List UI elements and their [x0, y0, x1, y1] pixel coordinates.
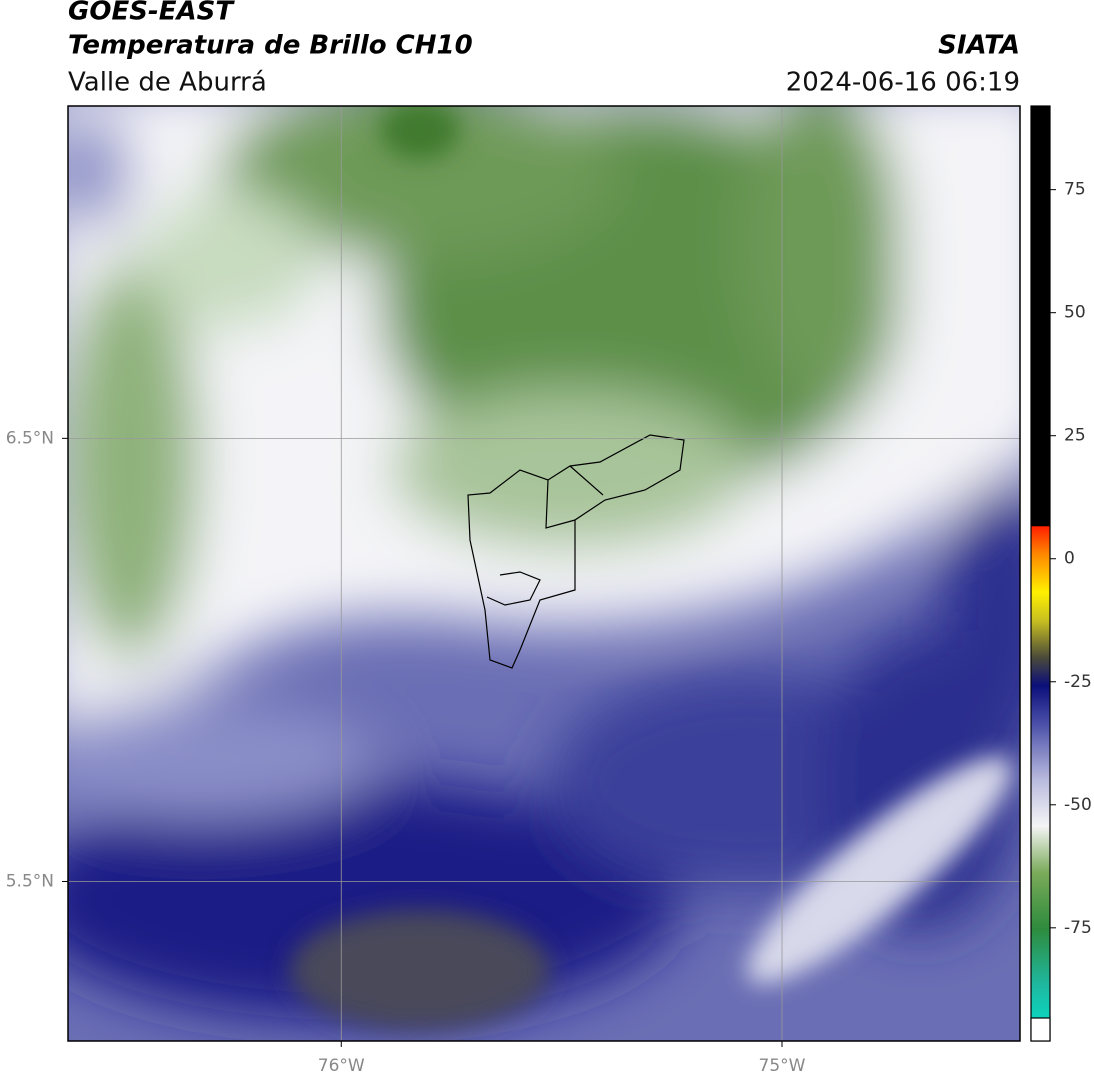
- title: GOES-EAST: [68, 0, 235, 27]
- colorbar-label: -50: [1064, 795, 1092, 815]
- temperature-field: [68, 106, 1020, 1041]
- source: SIATA: [938, 31, 1020, 61]
- colorbar-label: 0: [1064, 549, 1075, 569]
- map-frame: [67, 105, 1021, 1042]
- region: Valle de Aburrá: [68, 68, 267, 98]
- colorbar: [1030, 105, 1051, 1042]
- subtitle: Temperatura de Brillo CH10: [68, 31, 473, 61]
- lat-label: 6.5°N: [6, 428, 54, 448]
- colorbar-label: 75: [1064, 180, 1086, 200]
- datetime: 2024-06-16 06:19: [786, 68, 1020, 98]
- lon-label: 76°W: [318, 1056, 365, 1076]
- colorbar-under: [1030, 1017, 1051, 1042]
- colorbar-label: 50: [1064, 303, 1086, 323]
- colorbar-label: -25: [1064, 672, 1092, 692]
- lat-label: 5.5°N: [6, 871, 54, 891]
- colorbar-label: -75: [1064, 918, 1092, 938]
- colorbar-label: 25: [1064, 426, 1086, 446]
- lon-label: 75°W: [759, 1056, 806, 1076]
